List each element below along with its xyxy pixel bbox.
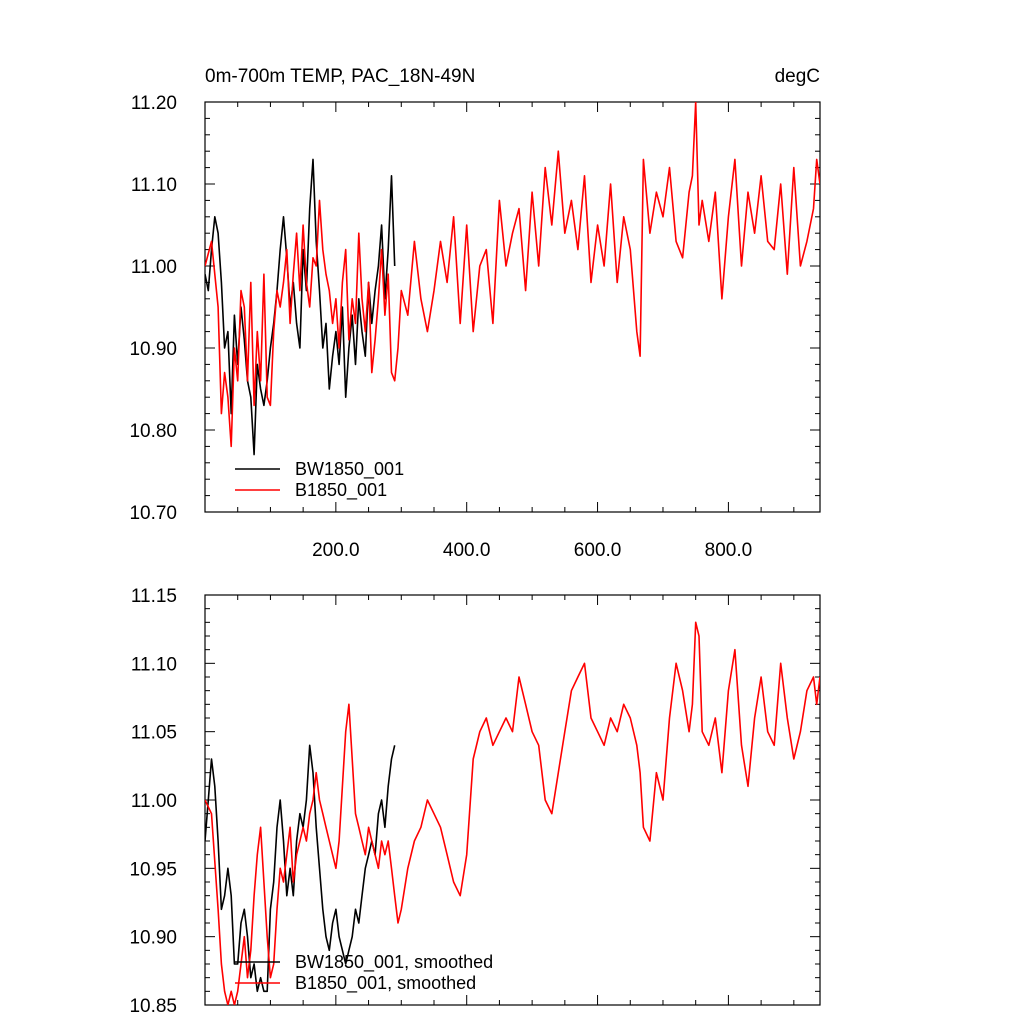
series-line-b1850 — [205, 102, 820, 448]
x-tick-label: 600.0 — [574, 540, 622, 561]
x-tick-label: 200.0 — [312, 540, 360, 561]
y-tick-label: 10.70 — [129, 503, 177, 524]
y-tick-label: 11.20 — [131, 93, 177, 114]
y-tick-label: 11.10 — [131, 175, 177, 196]
top-panel: 10.70 10.80 10.90 11.00 11.10 11.20 200.0 400.0… — [129, 93, 821, 561]
chart-units-label: degC — [775, 66, 820, 87]
x-tick-label: 400.0 — [443, 540, 491, 561]
legend-label: BW1850_001 — [295, 459, 404, 480]
y-tick-label: 11.05 — [131, 723, 177, 744]
y-tick-label: 11.10 — [131, 654, 177, 675]
series-line-bw1850 — [205, 744, 396, 993]
x-tick-label: 800.0 — [705, 540, 753, 561]
chart-title: 0m-700m TEMP, PAC_18N-49N — [205, 66, 475, 87]
y-tick-label: 11.00 — [131, 791, 177, 812]
bottom-panel: 10.85 10.90 10.95 11.00 11.05 11.10 11.15 BW185… — [129, 586, 821, 1017]
y-tick-label: 11.15 — [131, 586, 177, 607]
y-tick-label: 10.95 — [129, 859, 177, 880]
data-layer — [205, 102, 820, 456]
series-line-bw1850 — [205, 158, 396, 456]
legend-label: B1850_001, smoothed — [295, 973, 476, 994]
series-line-b1850 — [205, 621, 820, 1005]
y-tick-label: 10.80 — [129, 421, 177, 442]
legend-label: B1850_001 — [295, 480, 387, 501]
y-tick-label: 10.90 — [129, 339, 177, 360]
y-tick-label: 11.00 — [131, 257, 177, 278]
y-tick-label: 10.90 — [129, 928, 177, 949]
data-layer — [205, 621, 820, 1005]
plot-frame — [204, 594, 821, 1006]
plot-frame — [204, 101, 821, 513]
y-tick-label: 10.85 — [129, 996, 177, 1017]
legend-label: BW1850_001, smoothed — [295, 952, 493, 973]
